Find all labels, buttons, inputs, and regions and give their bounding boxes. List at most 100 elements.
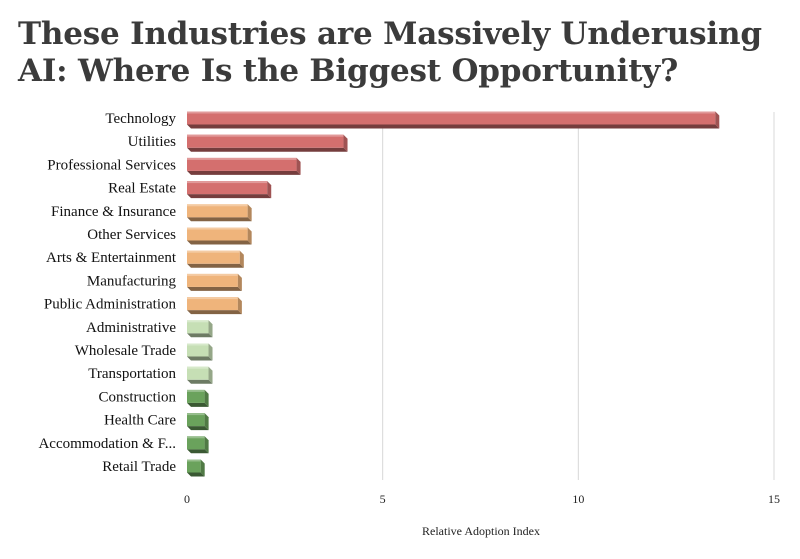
bar-bottom-face: [187, 310, 242, 315]
bar-retail-trade: [187, 459, 205, 477]
category-label: Health Care: [104, 413, 176, 429]
category-label: Manufacturing: [87, 273, 177, 289]
bar-highlight: [187, 459, 201, 462]
category-label: Transportation: [88, 366, 176, 382]
category-label: Arts & Entertainment: [46, 250, 177, 266]
bar-front-face: [187, 181, 268, 195]
chart-title: These Industries are Massively Underusin…: [18, 16, 762, 89]
bar-end-face: [237, 297, 242, 315]
bar-end-face: [204, 436, 209, 454]
bar-highlight: [187, 204, 248, 207]
bar-end-face: [715, 111, 720, 129]
bar-wholesale-trade: [187, 343, 213, 361]
bar-end-face: [200, 459, 205, 477]
bar-front-face: [187, 343, 209, 357]
bar-bottom-face: [187, 217, 252, 222]
category-label: Construction: [99, 389, 177, 405]
bar-front-face: [187, 389, 205, 403]
bar-highlight: [187, 157, 297, 160]
bar-other-services: [187, 227, 252, 245]
bar-highlight: [187, 134, 344, 137]
bar-accommodation-f: [187, 436, 209, 454]
bar-end-face: [296, 157, 301, 175]
bar-end-face: [208, 343, 213, 361]
bar-bottom-face: [187, 124, 720, 129]
category-label: Administrative: [86, 320, 176, 336]
category-label: Professional Services: [47, 157, 176, 173]
bar-construction: [187, 389, 209, 407]
bar-end-face: [343, 134, 348, 152]
bar-end-face: [208, 366, 213, 384]
bar-highlight: [187, 389, 205, 392]
bar-front-face: [187, 273, 238, 287]
bar-end-face: [204, 389, 209, 407]
bar-front-face: [187, 320, 209, 334]
bar-end-face: [247, 227, 252, 245]
bar-highlight: [187, 111, 716, 114]
bar-front-face: [187, 134, 344, 148]
bar-highlight: [187, 227, 248, 230]
bar-health-care: [187, 413, 209, 431]
category-label: Retail Trade: [102, 459, 176, 475]
bar-professional-services: [187, 157, 301, 175]
bar-highlight: [187, 297, 238, 300]
bar-bottom-face: [187, 170, 301, 175]
bars: [187, 111, 720, 477]
bar-bottom-face: [187, 240, 252, 245]
bar-end-face: [267, 181, 272, 199]
bar-bottom-face: [187, 379, 213, 384]
bar-highlight: [187, 413, 205, 416]
bar-front-face: [187, 204, 248, 218]
x-axis-title: Relative Adoption Index: [422, 524, 540, 538]
bar-highlight: [187, 436, 205, 439]
bar-transportation: [187, 366, 213, 384]
x-tick-label: 5: [380, 492, 386, 506]
bar-bottom-face: [187, 333, 213, 338]
bar-front-face: [187, 413, 205, 427]
category-labels: Technology Utilities Professional Services…: [38, 111, 176, 475]
bar-front-face: [187, 227, 248, 241]
bar-real-estate: [187, 181, 272, 199]
bar-technology: [187, 111, 720, 129]
category-label: Other Services: [87, 227, 176, 243]
category-label: Public Administration: [44, 297, 177, 313]
category-label: Technology: [105, 111, 176, 127]
gridlines: [382, 112, 775, 480]
category-label: Accommodation & F...: [38, 436, 176, 452]
bar-administrative: [187, 320, 213, 338]
bar-end-face: [247, 204, 252, 222]
bar-highlight: [187, 250, 240, 253]
bar-bottom-face: [187, 286, 242, 291]
category-label: Utilities: [128, 134, 176, 150]
bar-end-face: [237, 273, 242, 291]
x-tick-label: 0: [184, 492, 190, 506]
bar-highlight: [187, 343, 209, 346]
bar-bottom-face: [187, 147, 348, 152]
bar-bottom-face: [187, 472, 205, 477]
x-tick-label: 10: [572, 492, 584, 506]
category-label: Wholesale Trade: [75, 343, 177, 359]
x-tick-label: 15: [768, 492, 780, 506]
category-label: Real Estate: [108, 181, 176, 197]
bar-end-face: [204, 413, 209, 431]
bar-manufacturing: [187, 273, 242, 291]
bar-highlight: [187, 366, 209, 369]
bar-bottom-face: [187, 194, 272, 199]
bar-front-face: [187, 297, 238, 311]
bar-finance-insurance: [187, 204, 252, 222]
category-label: Finance & Insurance: [51, 204, 176, 220]
bar-highlight: [187, 273, 238, 276]
bar-highlight: [187, 320, 209, 323]
bar-front-face: [187, 459, 201, 473]
bar-front-face: [187, 250, 240, 264]
bar-front-face: [187, 436, 205, 450]
x-tick-labels: 0 5 10 15: [184, 492, 780, 506]
bar-end-face: [208, 320, 213, 338]
bar-end-face: [239, 250, 244, 268]
bar-bottom-face: [187, 402, 209, 407]
bar-bottom-face: [187, 263, 244, 268]
bar-front-face: [187, 366, 209, 380]
bar-front-face: [187, 111, 716, 125]
bar-public-administration: [187, 297, 242, 315]
